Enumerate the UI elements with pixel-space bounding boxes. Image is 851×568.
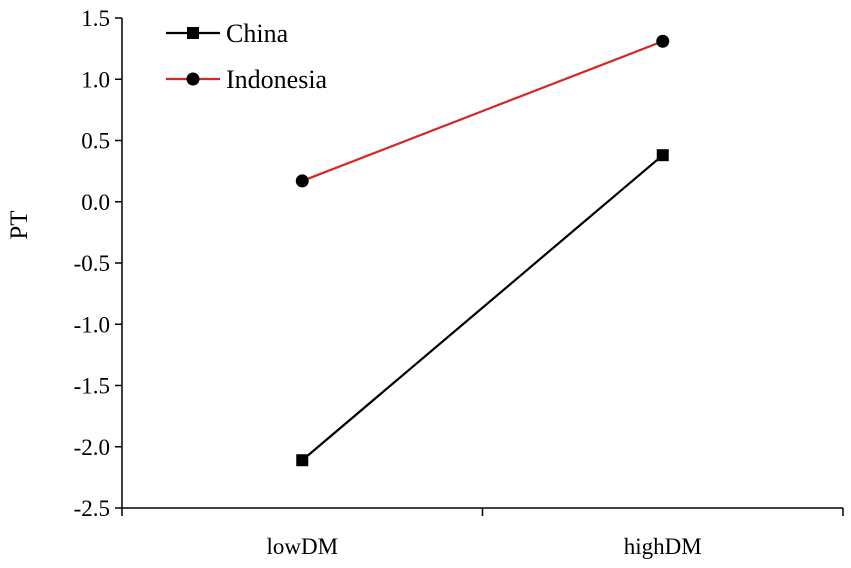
y-tick-label: -1.0	[74, 312, 110, 337]
y-tick-label: 1.0	[81, 67, 110, 92]
y-tick-label: 0.5	[81, 129, 110, 154]
legend: China Indonesia	[166, 19, 328, 94]
data-point-square	[296, 454, 309, 467]
y-tick-label: -2.0	[74, 435, 110, 460]
data-point-circle	[186, 72, 200, 86]
series-china	[296, 149, 669, 467]
series-line	[301, 40, 664, 182]
x-tick-label: highDM	[624, 534, 702, 559]
y-tick-label: -2.5	[74, 496, 110, 521]
series-indonesia	[295, 34, 670, 188]
y-tick-label: 0.0	[81, 190, 110, 215]
x-tick-label: lowDM	[266, 534, 338, 559]
series-group	[295, 34, 670, 467]
y-axis-title: PT	[6, 210, 33, 239]
legend-label: China	[226, 19, 289, 48]
y-ticks: -2.5 -2.0 -1.5 -1.0 -0.5 0.0 0.5 1.0 1.5	[74, 6, 122, 521]
data-point-square	[656, 149, 669, 162]
y-tick-label: -0.5	[74, 251, 110, 276]
legend-label: Indonesia	[226, 65, 328, 94]
data-point-circle	[295, 174, 309, 188]
legend-item: China	[166, 19, 289, 48]
series-line	[301, 154, 664, 462]
y-tick-label: 1.5	[81, 6, 110, 31]
data-point-circle	[656, 34, 670, 48]
y-tick-label: -1.5	[74, 374, 110, 399]
x-ticks: lowDM highDM	[121, 508, 844, 559]
legend-item: Indonesia	[166, 65, 328, 94]
data-point-square	[187, 27, 199, 39]
